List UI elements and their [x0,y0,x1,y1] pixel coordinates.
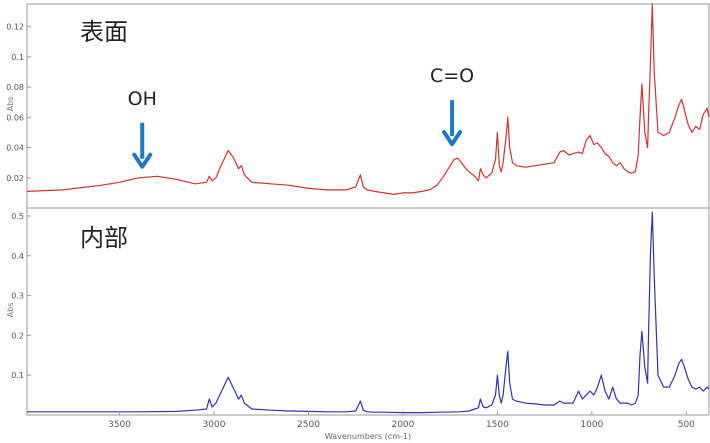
y-tick-label: 0.06 [6,113,24,122]
surface-plot-frame [26,3,710,209]
x-tick-label: 3000 [203,420,226,430]
y-tick-label: 0.1 [11,371,24,380]
surface-y-ticks: 0.02 0.04 0.06 0.08 0.1 0.12 [6,23,31,183]
y-tick-label: 0.08 [6,83,24,92]
x-axis-ticks: 3500 3000 2500 2000 1500 1000 500 [108,411,695,430]
surface-panel: Abs 表面 0.02 0.04 0.06 0.08 0.1 0.12 OH C=O [6,3,710,209]
x-tick-label: 2500 [297,420,320,430]
x-tick-label: 1500 [486,420,509,430]
interior-panel-label: 内部 [80,224,128,252]
x-tick-label: 2000 [391,420,414,430]
y-tick-label: 0.2 [11,331,24,340]
y-tick-label: 0.12 [6,23,24,32]
x-tick-label: 500 [678,420,695,430]
surface-annotations: OH C=O [128,65,474,169]
peak-arrow-head [132,152,153,169]
y-tick-label: 0.02 [6,174,24,183]
y-tick-label: 0.1 [11,53,24,62]
interior-plot-frame [26,207,710,416]
y-tick-label: 0.5 [11,212,24,221]
interior-y-axis-label: Abs [6,303,15,318]
y-tick-label: 0.04 [6,144,24,153]
peak-annotation-label: C=O [430,65,474,87]
interior-spectrum-line [27,211,710,414]
peak-arrow-head [442,130,463,147]
surface-panel-label: 表面 [80,18,128,46]
peak-annotation-label: OH [128,88,157,110]
x-tick-label: 1000 [580,420,603,430]
surface-y-axis-label: Abs [6,97,15,112]
y-tick-label: 0.3 [11,292,24,301]
y-tick-label: 0.4 [11,252,24,261]
surface-spectrum-line [26,3,710,195]
x-tick-label: 3500 [108,420,131,430]
interior-y-ticks: 0.1 0.2 0.3 0.4 0.5 [11,212,31,380]
interior-panel: Abs 内部 0.1 0.2 0.3 0.4 0.5 3500 3000 2500 2000 1… [6,207,710,430]
x-axis-label: Wavenumbers (cm-1) [325,432,411,441]
